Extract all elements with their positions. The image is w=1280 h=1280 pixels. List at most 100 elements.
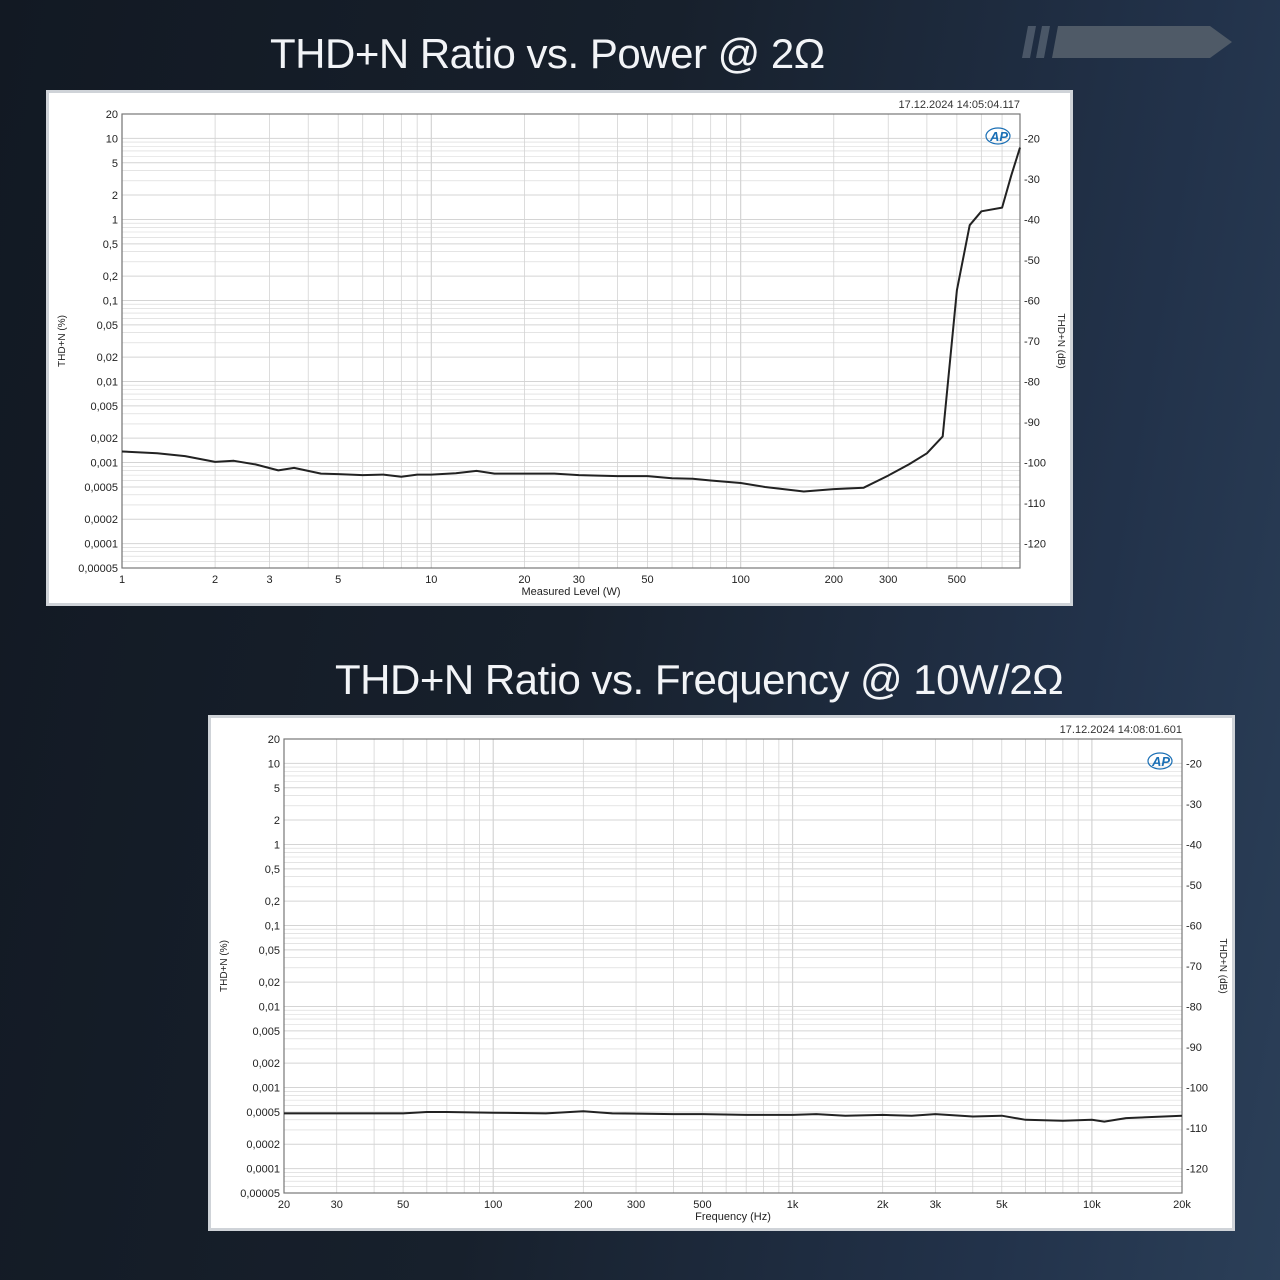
timestamp: 17.12.2024 14:05:04.117 — [898, 99, 1020, 111]
y-tick-label: 1 — [274, 839, 280, 851]
x-tick-label: 30 — [573, 574, 585, 586]
y-right-tick-label: -110 — [1024, 498, 1045, 510]
x-tick-label: 100 — [484, 1199, 502, 1211]
y-tick-label: 10 — [106, 133, 118, 145]
chart-1-panel: 20 10 5 2 1 0,5 0,2 0,1 0,05 0,02 0,01 0,005 0,002 0,… — [46, 90, 1073, 606]
series-line — [284, 1110, 1183, 1123]
y-tick-label: 2 — [274, 815, 280, 827]
y-tick-label: 0,005 — [90, 401, 118, 413]
x-tick-label: 50 — [641, 574, 653, 586]
x-tick-label: 500 — [693, 1199, 711, 1211]
x-tick-label: 1k — [787, 1199, 799, 1211]
y-right-tick-label: -100 — [1024, 458, 1046, 470]
y-tick-label: 0,5 — [103, 239, 118, 251]
ap-logo-ring — [1147, 752, 1173, 770]
y-right-tick-label: -80 — [1024, 377, 1040, 389]
x-tick-label: 50 — [397, 1199, 409, 1211]
y-tick-label: 0,02 — [97, 352, 118, 364]
y-tick-label: 0,02 — [259, 977, 280, 989]
y-right-tick-label: -60 — [1024, 295, 1040, 307]
y-axis-label: THD+N (%) — [57, 315, 68, 367]
y-tick-label: 20 — [268, 734, 280, 746]
y-right-tick-label: -20 — [1186, 758, 1202, 770]
y-right-tick-label: -40 — [1186, 839, 1202, 851]
x-tick-label: 200 — [825, 574, 843, 586]
x-tick-label: 200 — [574, 1199, 592, 1211]
y-tick-label: 0,5 — [265, 864, 280, 876]
y-tick-label: 0,00005 — [240, 1188, 280, 1200]
x-tick-label: 2 — [212, 574, 218, 586]
y-tick-label: 0,001 — [252, 1083, 280, 1095]
y-axis-label: THD+N (%) — [219, 940, 230, 992]
y-tick-label: 0,1 — [103, 295, 118, 307]
x-tick-label: 30 — [331, 1199, 343, 1211]
y-tick-label: 0,2 — [265, 896, 280, 908]
x-axis-label: Measured Level (W) — [521, 586, 620, 598]
y-right-tick-label: -70 — [1186, 961, 1202, 973]
ap-logo: AP — [989, 129, 1008, 144]
plot-frame — [121, 113, 1021, 569]
y-tick-label: 0,05 — [97, 320, 118, 332]
timestamp: 17.12.2024 14:08:01.601 — [1060, 724, 1182, 736]
y-right-tick-label: -100 — [1186, 1083, 1208, 1095]
y-tick-label: 0,01 — [259, 1002, 280, 1014]
x-tick-label: 10 — [425, 574, 437, 586]
y-right-tick-label: -30 — [1024, 174, 1040, 186]
x-tick-label: 100 — [731, 574, 749, 586]
y-tick-label: 0,05 — [259, 945, 280, 957]
y-tick-label: 0,001 — [90, 458, 118, 470]
x-tick-label: 20 — [518, 574, 530, 586]
x-tick-label: 5k — [996, 1199, 1008, 1211]
y-right-tick-label: -70 — [1024, 336, 1040, 348]
y-tick-label: 0,0002 — [246, 1139, 280, 1151]
y-tick-label: 10 — [268, 758, 280, 770]
y-tick-label: 0,2 — [103, 271, 118, 283]
y-tick-label: 0,1 — [265, 920, 280, 932]
x-tick-label: 20k — [1173, 1199, 1191, 1211]
chart-2-panel: 20 10 5 2 1 0,5 0,2 0,1 0,05 0,02 0,01 0,005 0,002 0,… — [208, 715, 1235, 1231]
plot-frame — [283, 738, 1183, 1194]
chart-1-title: THD+N Ratio vs. Power @ 2Ω — [270, 30, 825, 77]
y-right-tick-label: -80 — [1186, 1002, 1202, 1014]
x-tick-label: 500 — [948, 574, 966, 586]
x-tick-label: 2k — [877, 1199, 889, 1211]
x-axis-label: Frequency (Hz) — [695, 1211, 771, 1223]
y-tick-label: 0,0001 — [246, 1164, 280, 1176]
y-tick-label: 0,0001 — [84, 539, 118, 551]
x-tick-label: 3k — [930, 1199, 942, 1211]
chart-2-svg: 20 10 5 2 1 0,5 0,2 0,1 0,05 0,02 0,01 0,005 0,002 0,… — [219, 724, 1228, 1223]
series-line — [121, 147, 1021, 493]
chart-2-title: THD+N Ratio vs. Frequency @ 10W/2Ω — [335, 656, 1064, 703]
y-tick-label: 2 — [112, 190, 118, 202]
y-tick-label: 0,002 — [90, 433, 118, 445]
x-tick-label: 300 — [879, 574, 897, 586]
x-tick-label: 5 — [335, 574, 341, 586]
x-tick-label: 3 — [267, 574, 273, 586]
y-right-tick-label: -50 — [1024, 255, 1040, 267]
ap-logo-ring — [985, 127, 1011, 145]
y-tick-label: 0,0002 — [84, 514, 118, 526]
y-tick-label: 0,00005 — [78, 563, 118, 575]
ap-logo: AP — [1151, 754, 1170, 769]
y-right-tick-label: -50 — [1186, 880, 1202, 892]
y-right-tick-label: -40 — [1024, 214, 1040, 226]
y-right-tick-label: -110 — [1186, 1123, 1207, 1135]
y-right-tick-label: -60 — [1186, 920, 1202, 932]
x-tick-label: 10k — [1083, 1199, 1101, 1211]
y-tick-label: 0,002 — [252, 1058, 280, 1070]
y-tick-label: 5 — [274, 783, 280, 795]
y-right-axis-label: THD+N (dB) — [1217, 938, 1228, 993]
y-tick-label: 0,0005 — [84, 482, 118, 494]
y-right-tick-label: -30 — [1186, 799, 1202, 811]
y-tick-label: 0,01 — [97, 377, 118, 389]
x-tick-label: 20 — [278, 1199, 290, 1211]
y-tick-label: 5 — [112, 158, 118, 170]
arrow-banner-icon — [1022, 26, 1232, 58]
y-tick-label: 0,0005 — [246, 1107, 280, 1119]
y-right-tick-label: -20 — [1024, 133, 1040, 145]
x-tick-label: 300 — [627, 1199, 645, 1211]
y-tick-label: 0,005 — [252, 1026, 280, 1038]
y-right-tick-label: -90 — [1186, 1042, 1202, 1054]
y-tick-label: 20 — [106, 109, 118, 121]
y-right-tick-label: -120 — [1186, 1164, 1208, 1176]
